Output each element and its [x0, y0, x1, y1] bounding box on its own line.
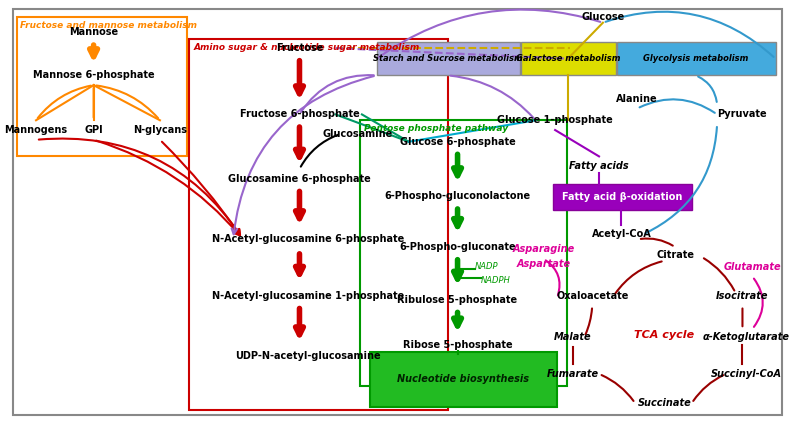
Text: Fructose 6-phosphate: Fructose 6-phosphate: [240, 109, 359, 120]
Text: Isocitrate: Isocitrate: [717, 291, 769, 301]
Text: Alanine: Alanine: [616, 94, 658, 104]
Text: Malate: Malate: [554, 332, 591, 342]
Text: Citrate: Citrate: [656, 250, 694, 260]
Bar: [17, 17, 187, 156]
Text: Glucosamine 6-phosphate: Glucosamine 6-phosphate: [228, 174, 371, 184]
Bar: [370, 351, 557, 407]
Text: Glutamate: Glutamate: [724, 262, 781, 272]
Text: N-Acetyl-glucosamine 6-phosphate: N-Acetyl-glucosamine 6-phosphate: [212, 234, 404, 244]
Text: NADPH: NADPH: [481, 276, 511, 285]
Text: Mannose: Mannose: [69, 28, 118, 37]
Text: Mannose 6-phosphate: Mannose 6-phosphate: [33, 70, 155, 81]
Text: Aspartate: Aspartate: [516, 259, 571, 269]
Text: Glucosamine: Glucosamine: [323, 129, 393, 139]
Text: Succinate: Succinate: [638, 398, 691, 408]
Text: Fructose: Fructose: [276, 43, 323, 53]
Text: Fatty acids: Fatty acids: [569, 161, 629, 171]
Text: GPI: GPI: [84, 125, 103, 135]
Text: Galactose metabolism: Galactose metabolism: [516, 54, 621, 63]
Text: NADP: NADP: [475, 262, 499, 271]
Text: Acetyl-CoA: Acetyl-CoA: [591, 229, 651, 240]
Text: Oxaloacetate: Oxaloacetate: [556, 291, 628, 301]
Text: Fatty acid β-oxidation: Fatty acid β-oxidation: [562, 192, 683, 202]
Text: Fructose and mannose metabolism: Fructose and mannose metabolism: [21, 21, 198, 30]
Text: Pentose phosphate pathway: Pentose phosphate pathway: [364, 124, 508, 133]
Text: Nucleotide biosynthesis: Nucleotide biosynthesis: [398, 374, 529, 384]
Text: Ribose 5-phosphate: Ribose 5-phosphate: [402, 340, 512, 350]
Text: N-glycans: N-glycans: [133, 125, 187, 135]
Text: Glucose: Glucose: [581, 12, 625, 22]
Bar: [553, 184, 692, 210]
Text: N-Acetyl-glucosamine 1-phosphate: N-Acetyl-glucosamine 1-phosphate: [212, 291, 404, 301]
Text: UDP-N-acetyl-glucosamine: UDP-N-acetyl-glucosamine: [235, 351, 381, 361]
Text: Starch and Sucrose metabolism: Starch and Sucrose metabolism: [374, 54, 523, 63]
Bar: [360, 120, 567, 386]
Text: Fumarate: Fumarate: [547, 369, 599, 379]
Bar: [521, 42, 615, 75]
Text: TCA cycle: TCA cycle: [634, 330, 694, 340]
Bar: [376, 42, 520, 75]
Bar: [617, 42, 775, 75]
Text: Succinyl-CoA: Succinyl-CoA: [711, 369, 782, 379]
Text: Pyruvate: Pyruvate: [717, 109, 767, 120]
Text: 6-Phospho-gluconate: 6-Phospho-gluconate: [399, 242, 516, 252]
Text: Ribulose 5-phosphate: Ribulose 5-phosphate: [398, 295, 517, 305]
Text: Glucose 1-phosphate: Glucose 1-phosphate: [497, 115, 613, 125]
Text: Mannogens: Mannogens: [5, 125, 68, 135]
Text: 6-Phospho-gluconolactone: 6-Phospho-gluconolactone: [384, 191, 531, 201]
Text: Asparagine: Asparagine: [512, 244, 575, 254]
Text: Amino sugar & nucleotide sugar metabolism: Amino sugar & nucleotide sugar metabolis…: [193, 43, 419, 52]
Text: α-Ketoglutarate: α-Ketoglutarate: [703, 332, 790, 342]
Bar: [189, 39, 448, 410]
Text: Glucose 6-phosphate: Glucose 6-phosphate: [399, 137, 516, 147]
Text: Glycolysis metabolism: Glycolysis metabolism: [643, 54, 749, 63]
